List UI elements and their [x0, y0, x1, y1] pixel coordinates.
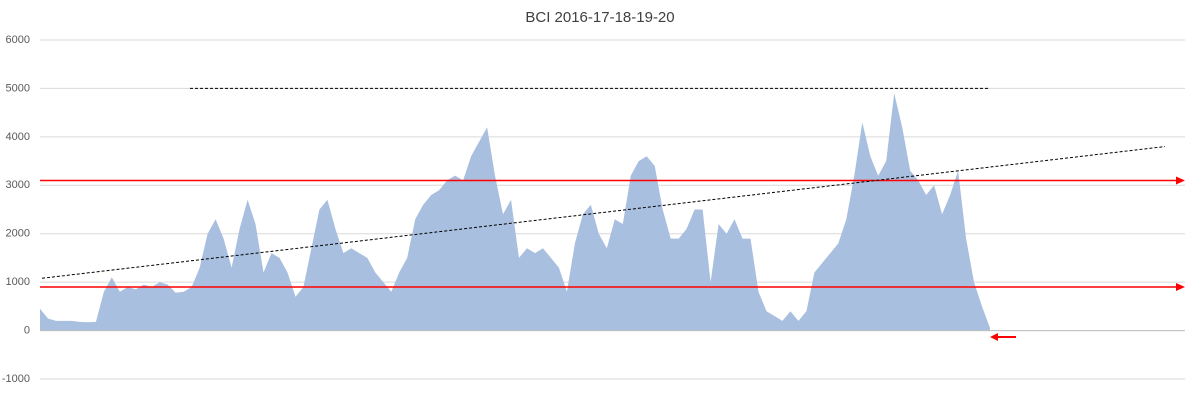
y-tick-label: 5000 [6, 82, 30, 94]
trendline [41, 146, 1166, 279]
reference-arrow [1176, 176, 1185, 185]
y-tick-label: -1000 [2, 373, 30, 385]
reference-arrow [1176, 282, 1185, 291]
area [40, 93, 990, 331]
y-tick-label: 2000 [6, 228, 30, 240]
y-tick-label: 6000 [6, 34, 30, 46]
y-tick-label: 1000 [6, 276, 30, 288]
y-tick-label: 3000 [6, 179, 30, 191]
arrow-head [990, 333, 998, 341]
y-tick-label: 0 [24, 324, 30, 336]
chart-title: BCI 2016-17-18-19-20 [525, 9, 674, 26]
y-tick-label: 4000 [6, 131, 30, 143]
